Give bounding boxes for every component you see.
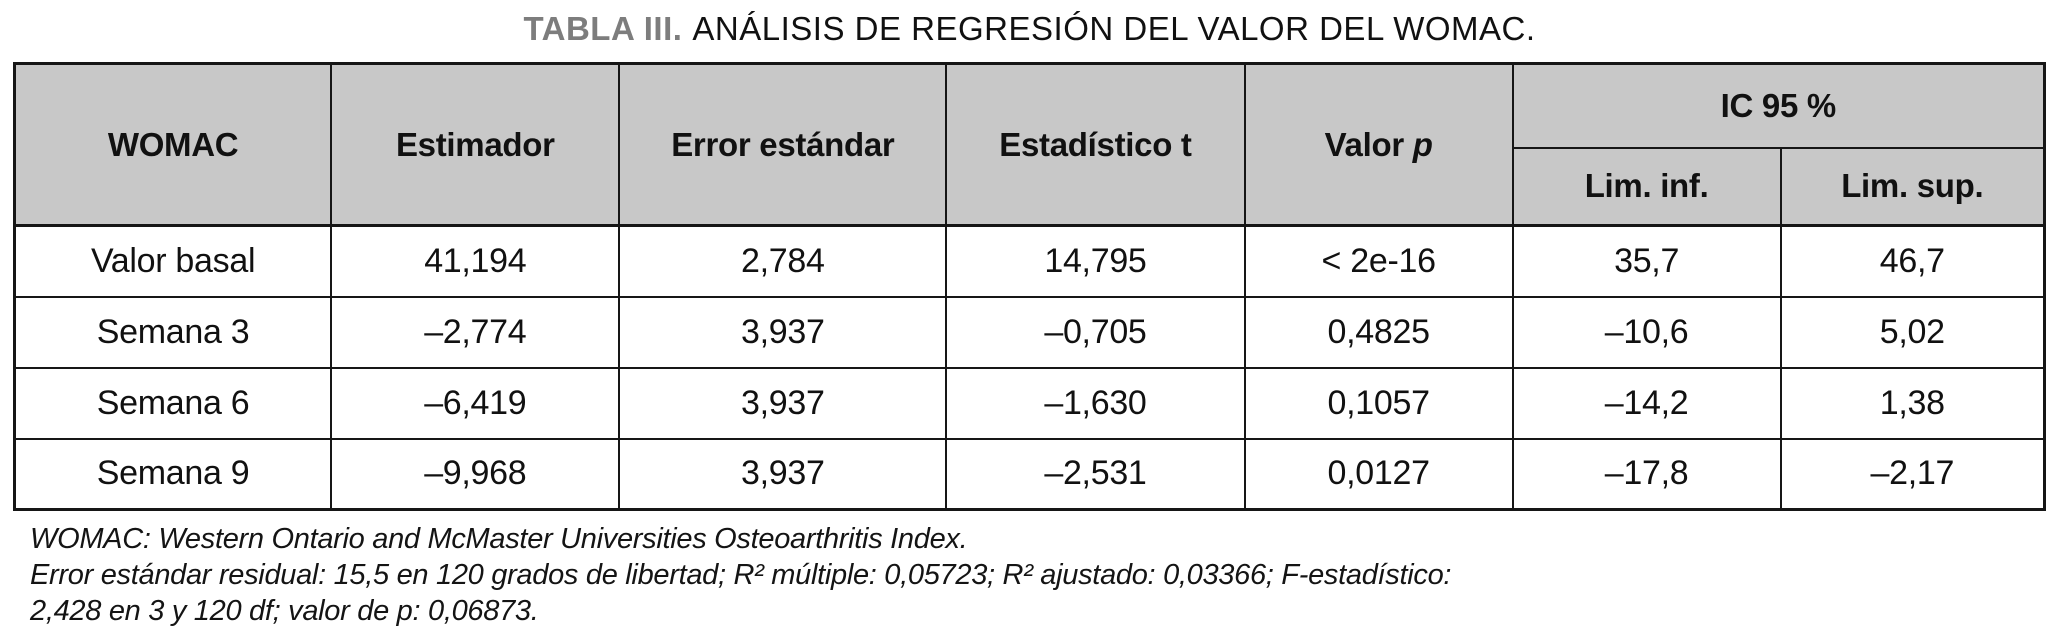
header-womac: WOMAC bbox=[13, 62, 333, 227]
cell-label: Valor basal bbox=[13, 224, 333, 298]
header-lim-sup: Lim. sup. bbox=[1779, 146, 2046, 227]
cell-label: Semana 6 bbox=[13, 366, 333, 440]
table-title: TABLA III. ANÁLISIS DE REGRESIÓN DEL VALO… bbox=[0, 10, 2059, 48]
cell-estadistico-t: –1,630 bbox=[945, 366, 1246, 440]
cell-error-estandar: 3,937 bbox=[618, 366, 948, 440]
cell-lim-inf: –10,6 bbox=[1511, 295, 1782, 369]
cell-label: Semana 3 bbox=[13, 295, 333, 369]
header-estadistico-t: Estadístico t bbox=[945, 62, 1246, 227]
header-valor-p-prefix: Valor bbox=[1324, 125, 1405, 163]
cell-valor-p: < 2e-16 bbox=[1243, 224, 1514, 298]
header-valor-p: Valor p bbox=[1243, 62, 1514, 227]
cell-estadistico-t: 14,795 bbox=[945, 224, 1246, 298]
header-estimador: Estimador bbox=[330, 62, 621, 227]
cell-lim-inf: –14,2 bbox=[1511, 366, 1782, 440]
cell-error-estandar: 3,937 bbox=[618, 295, 948, 369]
cell-label: Semana 9 bbox=[13, 437, 333, 511]
cell-estimador: –2,774 bbox=[330, 295, 621, 369]
footnote-model-stats-line2: 2,428 en 3 y 120 df; valor de p: 0,06873… bbox=[30, 595, 539, 627]
cell-valor-p: 0,0127 bbox=[1243, 437, 1514, 511]
table-title-text: ANÁLISIS DE REGRESIÓN DEL VALOR DEL WOMA… bbox=[692, 10, 1536, 47]
table-row: Semana 3 –2,774 3,937 –0,705 0,4825 –10,… bbox=[13, 295, 2046, 369]
cell-estadistico-t: –2,531 bbox=[945, 437, 1246, 511]
cell-lim-inf: 35,7 bbox=[1511, 224, 1782, 298]
cell-lim-sup: –2,17 bbox=[1779, 437, 2046, 511]
cell-estimador: –6,419 bbox=[330, 366, 621, 440]
cell-valor-p: 0,4825 bbox=[1243, 295, 1514, 369]
cell-estimador: 41,194 bbox=[330, 224, 621, 298]
cell-estadistico-t: –0,705 bbox=[945, 295, 1246, 369]
table-row: Valor basal 41,194 2,784 14,795 < 2e-16 … bbox=[13, 224, 2046, 298]
header-valor-p-symbol: p bbox=[1412, 125, 1433, 163]
table-header: WOMAC Estimador Error estándar Estadísti… bbox=[13, 62, 2046, 227]
footnote-model-stats-line1: Error estándar residual: 15,5 en 120 gra… bbox=[30, 559, 1452, 591]
regression-table: WOMAC Estimador Error estándar Estadísti… bbox=[13, 62, 2046, 511]
cell-valor-p: 0,1057 bbox=[1243, 366, 1514, 440]
header-ic95: IC 95 % bbox=[1511, 62, 2046, 149]
cell-error-estandar: 2,784 bbox=[618, 224, 948, 298]
cell-estimador: –9,968 bbox=[330, 437, 621, 511]
table-footnotes: WOMAC: Western Ontario and McMaster Univ… bbox=[30, 521, 2059, 629]
footnote-womac-definition: WOMAC: Western Ontario and McMaster Univ… bbox=[30, 523, 968, 555]
header-error-estandar: Error estándar bbox=[618, 62, 948, 227]
table-title-number: TABLA III. bbox=[523, 10, 683, 47]
header-lim-inf: Lim. inf. bbox=[1511, 146, 1782, 227]
cell-lim-inf: –17,8 bbox=[1511, 437, 1782, 511]
cell-lim-sup: 46,7 bbox=[1779, 224, 2046, 298]
cell-lim-sup: 5,02 bbox=[1779, 295, 2046, 369]
cell-error-estandar: 3,937 bbox=[618, 437, 948, 511]
table-row: Semana 6 –6,419 3,937 –1,630 0,1057 –14,… bbox=[13, 366, 2046, 440]
cell-lim-sup: 1,38 bbox=[1779, 366, 2046, 440]
table-row: Semana 9 –9,968 3,937 –2,531 0,0127 –17,… bbox=[13, 437, 2046, 511]
